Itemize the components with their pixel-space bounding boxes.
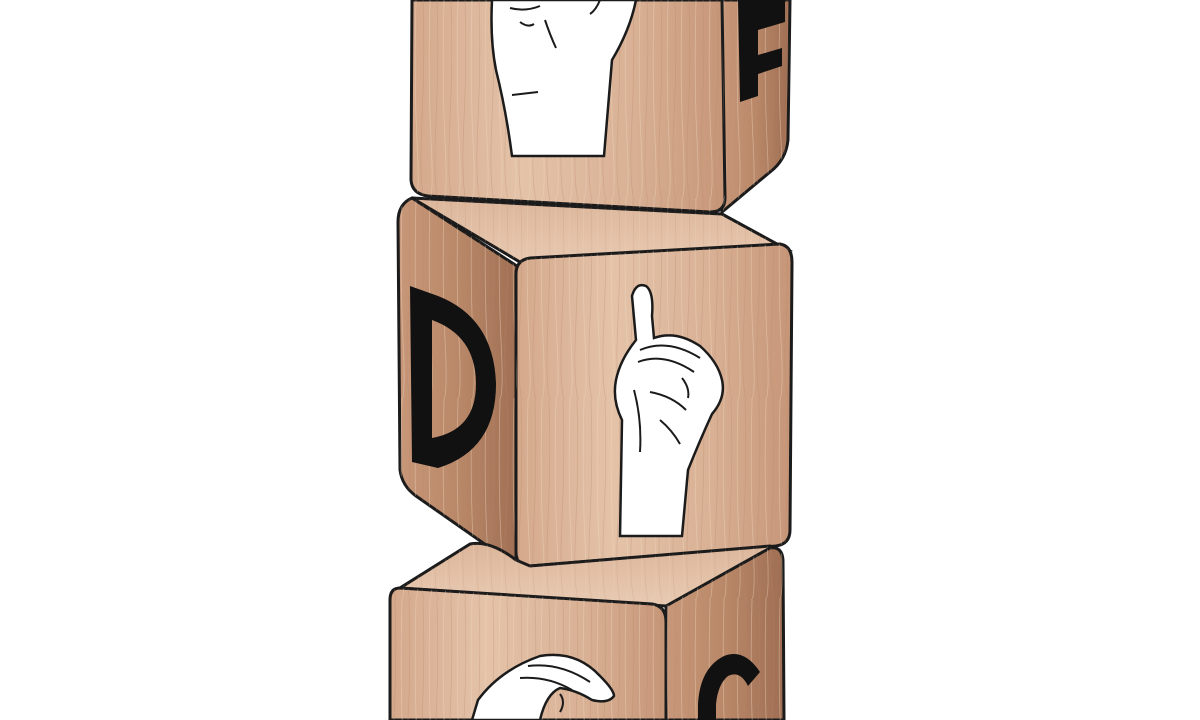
d-sign-icon [613, 283, 725, 538]
fist-sign-icon [490, 0, 638, 158]
letter-e-icon [738, 0, 785, 102]
c-sign-icon [470, 653, 616, 720]
block-middle [396, 196, 794, 569]
letter-c-icon [698, 654, 760, 720]
letter-d-icon [410, 286, 496, 468]
block-top [409, 0, 792, 216]
block-bottom [388, 541, 786, 720]
